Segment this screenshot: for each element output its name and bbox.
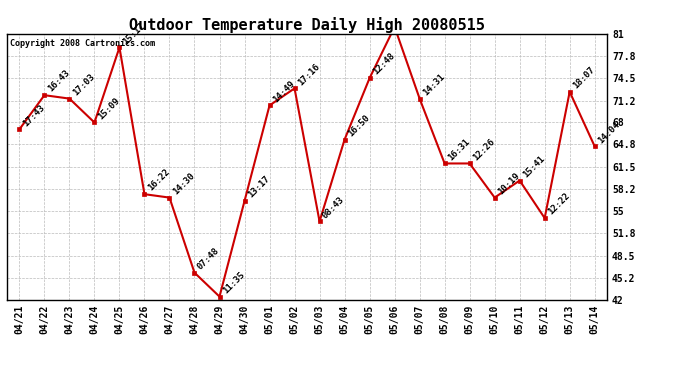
- Text: 13:45: 13:45: [0, 374, 1, 375]
- Text: 12:22: 12:22: [546, 191, 571, 217]
- Text: 12:48: 12:48: [371, 51, 396, 77]
- Text: 16:43: 16:43: [46, 68, 71, 94]
- Text: 08:43: 08:43: [321, 195, 346, 220]
- Text: 14:31: 14:31: [421, 72, 446, 97]
- Text: 14:04: 14:04: [596, 120, 622, 145]
- Text: 18:07: 18:07: [571, 65, 596, 90]
- Text: 13:17: 13:17: [246, 174, 271, 200]
- Text: 16:22: 16:22: [146, 167, 171, 193]
- Title: Outdoor Temperature Daily High 20080515: Outdoor Temperature Daily High 20080515: [129, 16, 485, 33]
- Text: 15:41: 15:41: [521, 154, 546, 179]
- Text: 15:17: 15:17: [121, 21, 146, 46]
- Text: 16:50: 16:50: [346, 113, 371, 138]
- Text: 17:03: 17:03: [71, 72, 96, 97]
- Text: 17:43: 17:43: [21, 103, 46, 128]
- Text: 07:48: 07:48: [196, 246, 221, 271]
- Text: 14:49: 14:49: [271, 79, 296, 104]
- Text: 14:30: 14:30: [171, 171, 196, 196]
- Text: 10:19: 10:19: [496, 171, 522, 196]
- Text: 12:26: 12:26: [471, 137, 496, 162]
- Text: 17:16: 17:16: [296, 62, 322, 87]
- Text: 16:31: 16:31: [446, 137, 471, 162]
- Text: 15:09: 15:09: [96, 96, 121, 121]
- Text: 11:35: 11:35: [221, 270, 246, 295]
- Text: Copyright 2008 Cartronics.com: Copyright 2008 Cartronics.com: [10, 39, 155, 48]
